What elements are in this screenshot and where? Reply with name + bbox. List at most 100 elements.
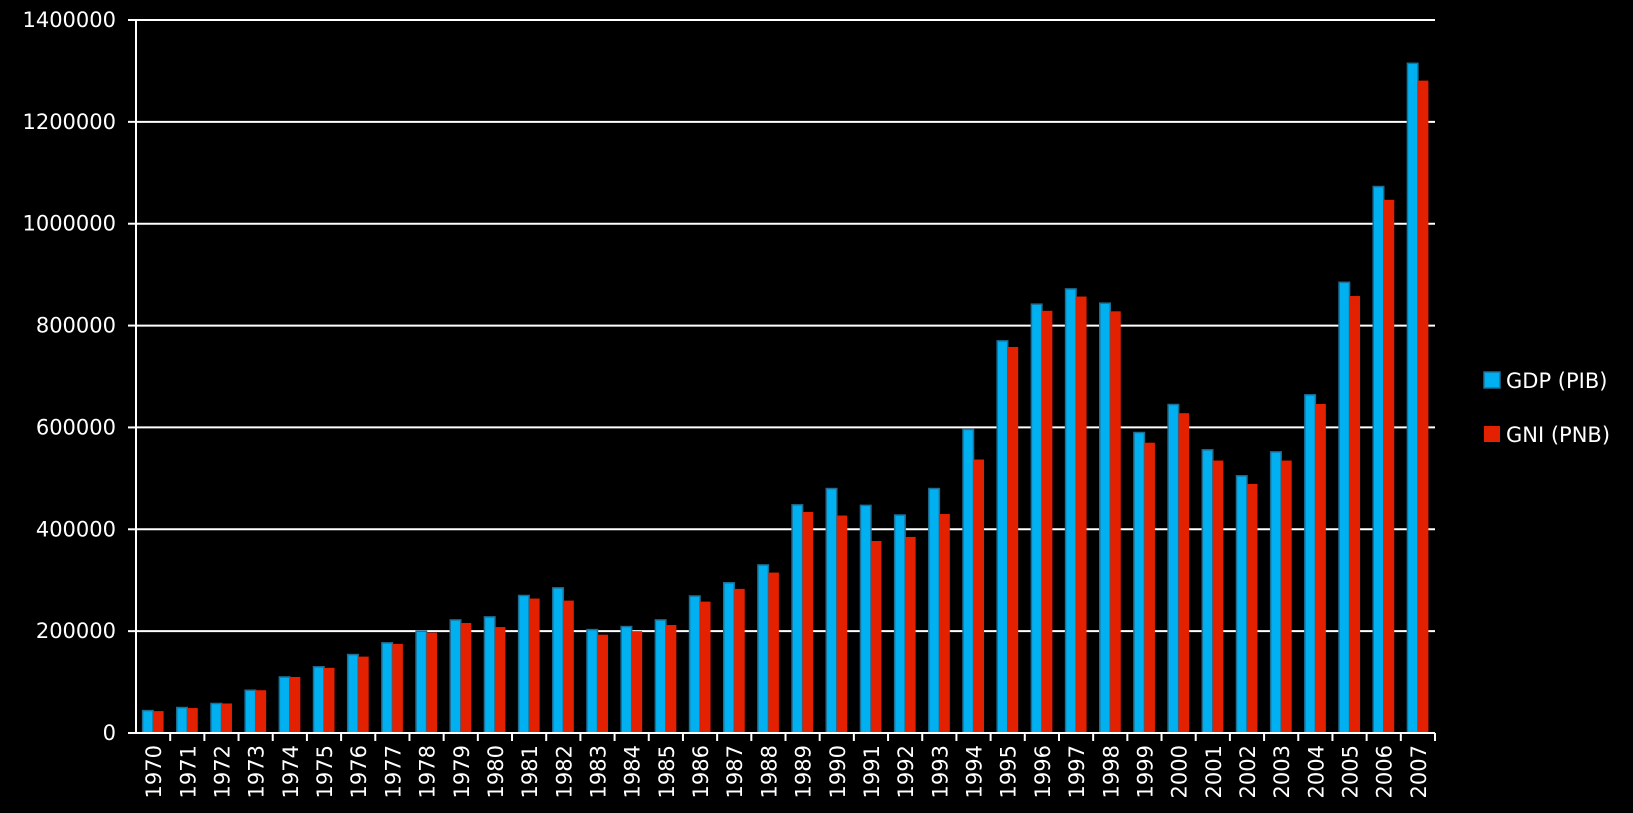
bar-gdp: [1201, 449, 1214, 734]
bar-gdp: [1235, 475, 1248, 734]
bar-gdp: [1304, 394, 1317, 734]
bar-gdp: [415, 630, 428, 734]
bar-gni: [1110, 311, 1121, 733]
bar-gdp: [141, 709, 154, 734]
bar-gdp: [996, 340, 1009, 734]
bar-gdp: [244, 689, 257, 734]
x-tick-label: 1992: [894, 745, 918, 798]
bar-gdp: [278, 676, 291, 734]
bar-gni: [392, 643, 403, 733]
bar-gdp: [962, 428, 975, 734]
bar-gni: [187, 708, 198, 733]
bar-gni: [1383, 199, 1395, 734]
bar-gni: [1349, 296, 1361, 733]
bar-gni: [324, 667, 335, 733]
x-tick-label: 2007: [1407, 745, 1431, 798]
bar-gni: [1041, 310, 1053, 733]
legend-swatch-gdp: [1483, 371, 1501, 389]
x-tick-label: 2002: [1236, 745, 1260, 798]
bar-gdp: [791, 504, 804, 734]
x-tick-label: 1973: [245, 745, 269, 798]
bar-gni: [1076, 296, 1087, 733]
bar-gdp: [893, 514, 906, 734]
x-tick-label: 1990: [826, 745, 850, 798]
x-tick-label: 1985: [655, 745, 679, 798]
bar-gni: [1007, 346, 1019, 733]
y-tick-label: 400000: [36, 517, 116, 541]
x-tick-label: 1978: [416, 745, 440, 798]
bar-gdp: [346, 653, 359, 734]
x-tick-label: 1979: [450, 745, 474, 798]
bar-gdp: [1372, 185, 1385, 734]
bar-gni: [870, 540, 882, 733]
bar-gdp: [1064, 288, 1077, 734]
bar-gdp: [517, 594, 530, 734]
bar-gni: [426, 632, 438, 733]
bar-gni: [289, 676, 301, 733]
gridlines: [136, 19, 1435, 633]
bar-gni: [460, 622, 472, 733]
bar-gdp: [483, 616, 496, 734]
x-tick-label: 1970: [142, 745, 166, 798]
legend-swatch-gni: [1484, 426, 1500, 442]
x-tick-label: 1999: [1133, 745, 1157, 798]
bar-gni: [529, 598, 540, 733]
bar-gni: [1281, 460, 1292, 733]
x-tick-labels: 1970 1971 1972 1973 1974 1975 1976 1977 1978 1979…: [142, 745, 1431, 798]
bar-gni: [1417, 80, 1429, 734]
bar-gdp: [1099, 302, 1111, 734]
legend-label-gdp: GDP (PIB): [1506, 369, 1607, 393]
bar-gni: [358, 656, 369, 733]
x-tick-label: 1974: [279, 745, 303, 798]
x-tick-label: 2003: [1270, 745, 1294, 798]
y-tick-label: 1200000: [22, 110, 116, 134]
bar-gdp: [757, 564, 770, 734]
bar-gni: [1315, 404, 1326, 733]
x-tick-label: 1986: [689, 745, 713, 798]
bar-gdp: [552, 587, 565, 734]
x-tick-label: 1983: [586, 745, 610, 798]
bar-gdp: [176, 706, 189, 734]
bar-gni: [494, 627, 506, 733]
x-tick-label: 2006: [1373, 745, 1397, 798]
bar-gdp: [449, 619, 462, 734]
x-tick-label: 1996: [1031, 745, 1055, 798]
bar-gdp: [1406, 62, 1419, 734]
y-tick-label: 1400000: [22, 8, 116, 32]
bar-gni: [563, 600, 574, 733]
x-tick-label: 2004: [1304, 745, 1328, 798]
bar-gni: [734, 588, 745, 733]
y-tick-label: 200000: [36, 619, 116, 643]
bar-gdp: [825, 487, 838, 734]
x-tick-label: 1977: [381, 745, 405, 798]
bar-gni: [939, 514, 950, 733]
bar-gdp: [1167, 403, 1180, 734]
y-tick-label: 600000: [36, 415, 116, 439]
bar-gni: [836, 515, 848, 733]
bar-gni: [1246, 483, 1258, 733]
bar-gdp: [210, 702, 223, 734]
x-tick-label: 1987: [723, 745, 747, 798]
x-tick-label: 1993: [928, 745, 952, 798]
bar-gdp: [620, 625, 633, 734]
bar-gni: [973, 459, 985, 733]
x-tick-label: 1995: [997, 745, 1021, 798]
x-tick-label: 1972: [210, 745, 234, 798]
y-tick-label: 1000000: [22, 212, 116, 236]
x-tick-label: 2001: [1202, 745, 1226, 798]
x-tick-label: 1984: [621, 745, 645, 798]
bar-gni: [153, 711, 164, 733]
legend-label-gni: GNI (PNB): [1506, 423, 1610, 447]
x-tick-label: 2000: [1168, 745, 1192, 798]
bar-gni: [597, 634, 608, 733]
x-tick-label: 1991: [860, 745, 884, 798]
bar-gni: [1178, 413, 1190, 733]
x-tick-label: 1980: [484, 745, 508, 798]
x-tick-label: 1975: [313, 745, 337, 798]
bar-gdp: [381, 642, 394, 734]
x-tick-label: 2005: [1339, 745, 1363, 798]
x-tick-label: 1989: [792, 745, 816, 798]
axes: [128, 19, 1436, 741]
